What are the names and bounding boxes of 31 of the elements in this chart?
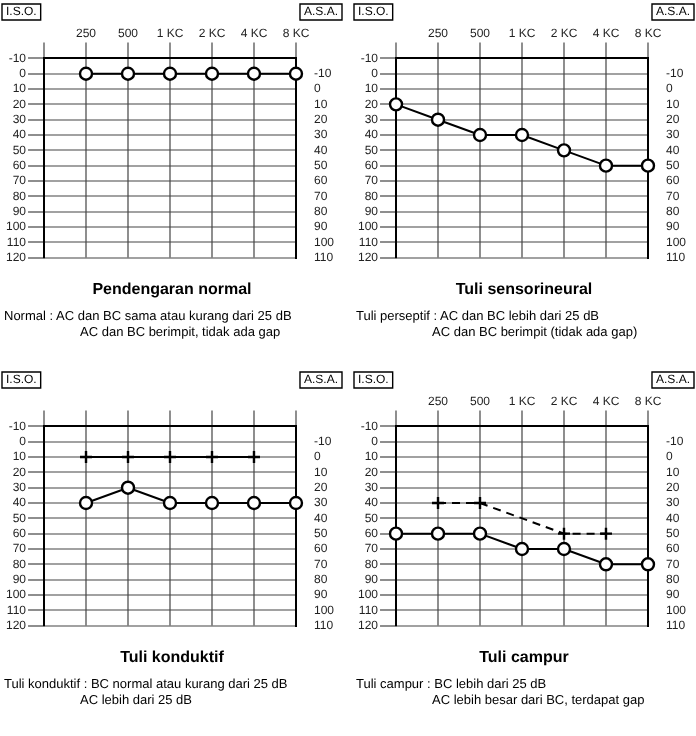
point xyxy=(472,526,488,541)
point xyxy=(472,127,488,143)
point xyxy=(388,97,404,112)
point xyxy=(556,526,572,541)
point xyxy=(162,449,178,465)
point xyxy=(388,526,404,541)
point xyxy=(598,158,614,173)
point xyxy=(514,127,530,143)
point xyxy=(640,557,656,572)
point xyxy=(430,495,446,511)
point xyxy=(598,526,614,541)
point xyxy=(556,143,572,158)
point xyxy=(120,449,136,465)
point xyxy=(204,449,220,465)
point xyxy=(162,495,178,511)
point xyxy=(514,541,530,557)
point xyxy=(472,495,488,511)
point xyxy=(430,526,446,541)
point xyxy=(288,495,304,511)
point xyxy=(246,495,262,511)
text: Tuli sensorineural xyxy=(453,280,595,298)
text: Tuli campur xyxy=(477,648,571,666)
point xyxy=(204,495,220,511)
point xyxy=(640,158,656,173)
point xyxy=(78,495,94,511)
point xyxy=(430,112,446,127)
point xyxy=(598,557,614,572)
point xyxy=(556,541,572,557)
text: Pendengaran normal xyxy=(90,280,254,298)
text: Tuli konduktif xyxy=(118,648,226,666)
point xyxy=(120,480,136,495)
